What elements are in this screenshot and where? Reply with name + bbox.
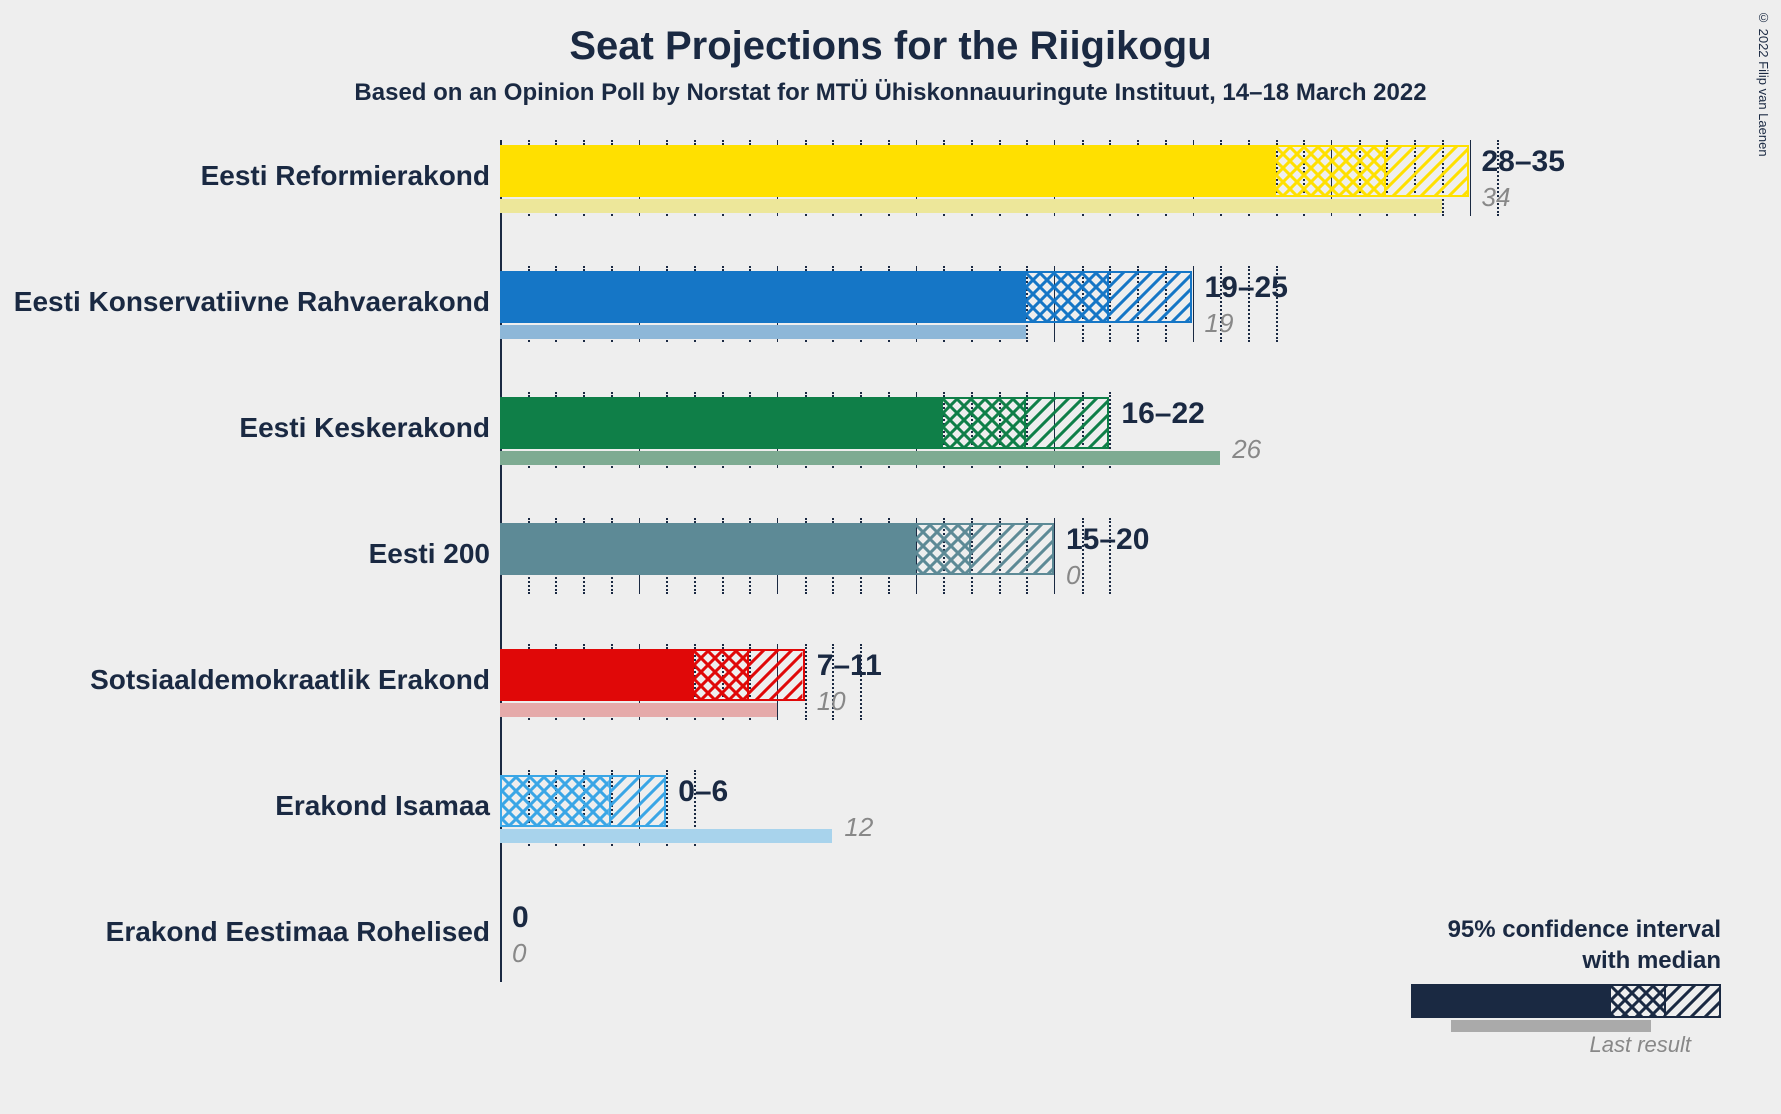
chart-row: Eesti Reformierakond28–3534 xyxy=(50,140,1730,250)
ci-diagonal xyxy=(1386,145,1469,197)
bar-group: 7–1110 xyxy=(500,644,1700,754)
party-label: Erakond Eestimaa Rohelised xyxy=(0,916,490,948)
chart-row: Sotsiaaldemokraatlik Erakond7–1110 xyxy=(50,644,1730,754)
last-result-bar xyxy=(500,199,1442,213)
party-label: Sotsiaaldemokraatlik Erakond xyxy=(0,664,490,696)
last-result-label: 10 xyxy=(817,686,846,717)
last-result-label: 34 xyxy=(1482,182,1511,213)
bar-group: 15–200 xyxy=(500,518,1700,628)
chart-title: Seat Projections for the Riigikogu xyxy=(0,0,1781,69)
range-label: 28–35 xyxy=(1482,145,1565,179)
chart-row: Eesti Konservatiivne Rahvaerakond19–2519 xyxy=(50,266,1730,376)
legend-title: 95% confidence interval with median xyxy=(1411,914,1721,976)
range-label: 19–25 xyxy=(1205,271,1288,305)
chart-row: Eesti Keskerakond16–2226 xyxy=(50,392,1730,502)
legend-last-result: Last result xyxy=(1590,1032,1692,1058)
ci-diagonal xyxy=(749,649,804,701)
bar-group: 16–22 26 xyxy=(500,392,1700,502)
last-result-bar xyxy=(500,451,1220,465)
last-result-label: 19 xyxy=(1205,308,1234,339)
bar-group: 28–3534 xyxy=(500,140,1700,250)
ci-crosshatch xyxy=(500,775,611,827)
party-label: Eesti Konservatiivne Rahvaerakond xyxy=(0,286,490,318)
solid-bar xyxy=(500,271,1026,323)
last-result-label: 12 xyxy=(844,812,873,843)
bar-group: 0–6 12 xyxy=(500,770,1700,880)
party-label: Erakond Isamaa xyxy=(0,790,490,822)
range-label: 16–22 xyxy=(1121,397,1204,431)
chart-legend: 95% confidence interval with median Last… xyxy=(1411,914,1721,1054)
range-label: 7–11 xyxy=(817,649,882,683)
range-label: 15–20 xyxy=(1066,523,1149,557)
last-result-label: 26 xyxy=(1232,434,1261,465)
solid-bar xyxy=(500,649,694,701)
party-label: Eesti Keskerakond xyxy=(0,412,490,444)
legend-bars: Last result xyxy=(1411,984,1721,1054)
ci-crosshatch xyxy=(916,523,971,575)
chart-area: Eesti Reformierakond28–3534 Eesti Konserv… xyxy=(50,140,1730,1040)
copyright-text: © 2022 Filip van Laenen xyxy=(1756,10,1771,157)
last-result-bar xyxy=(500,703,777,717)
ci-crosshatch xyxy=(943,397,1026,449)
chart-row: Erakond Isamaa0–612 xyxy=(50,770,1730,880)
ci-diagonal xyxy=(1026,397,1109,449)
bar-group: 19–2519 xyxy=(500,266,1700,376)
ci-diagonal xyxy=(611,775,666,827)
last-result-bar xyxy=(500,829,832,843)
solid-bar xyxy=(500,397,943,449)
range-label: 0–6 xyxy=(678,775,728,809)
chart-subtitle: Based on an Opinion Poll by Norstat for … xyxy=(0,69,1781,107)
ci-crosshatch xyxy=(694,649,749,701)
last-result-label: 0 xyxy=(512,938,526,969)
ci-crosshatch xyxy=(1026,271,1109,323)
solid-bar xyxy=(500,523,916,575)
party-label: Eesti 200 xyxy=(0,538,490,570)
range-label: 0 xyxy=(512,901,529,935)
solid-bar xyxy=(500,145,1276,197)
chart-row: Eesti 20015–200 xyxy=(50,518,1730,628)
party-label: Eesti Reformierakond xyxy=(0,160,490,192)
ci-crosshatch xyxy=(1276,145,1387,197)
ci-diagonal xyxy=(1109,271,1192,323)
last-result-label: 0 xyxy=(1066,560,1080,591)
last-result-bar xyxy=(500,325,1026,339)
ci-diagonal xyxy=(971,523,1054,575)
